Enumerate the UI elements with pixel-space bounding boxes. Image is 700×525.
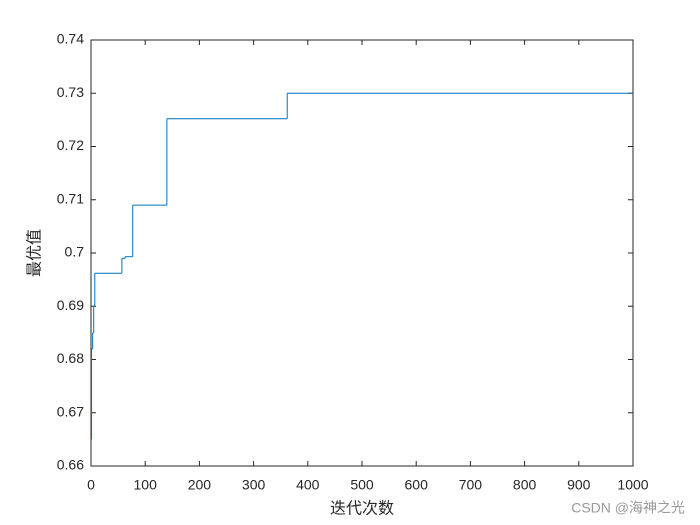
- x-tick-label: 400: [296, 477, 320, 493]
- y-tick-label: 0.68: [57, 350, 84, 366]
- x-tick-label: 900: [567, 477, 591, 493]
- x-tick-label: 600: [405, 477, 429, 493]
- y-tick-label: 0.72: [57, 137, 84, 153]
- x-tick-label: 100: [134, 477, 158, 493]
- x-tick-label: 500: [350, 477, 374, 493]
- x-tick-label: 1000: [617, 477, 648, 493]
- plot-area: [90, 39, 634, 467]
- y-tick-label: 0.73: [57, 84, 84, 100]
- y-tick-label: 0.71: [57, 190, 84, 206]
- y-tick-label: 0.74: [57, 31, 84, 47]
- x-tick-label: 0: [87, 477, 95, 493]
- x-tick-label: 200: [188, 477, 212, 493]
- x-axis-label: 迭代次数: [330, 499, 394, 518]
- y-tick-label: 0.66: [57, 457, 84, 473]
- x-tick-label: 800: [513, 477, 537, 493]
- y-tick-label: 0.7: [65, 244, 85, 260]
- x-tick-label: 300: [242, 477, 266, 493]
- y-tick-label: 0.69: [57, 297, 84, 313]
- y-axis-label: 最优值: [25, 229, 44, 277]
- watermark: CSDN @海神之光: [571, 500, 685, 516]
- y-tick-label: 0.67: [57, 403, 84, 419]
- x-tick-label: 700: [459, 477, 483, 493]
